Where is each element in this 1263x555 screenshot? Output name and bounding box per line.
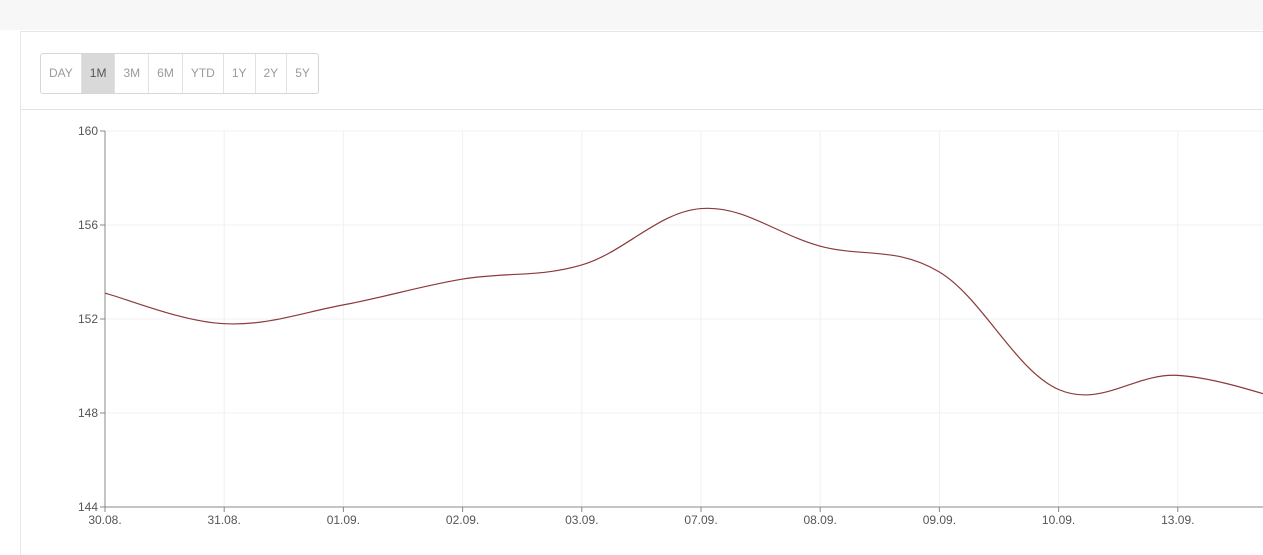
range-button-day[interactable]: DAY bbox=[41, 54, 82, 93]
y-tick-label: 152 bbox=[78, 312, 98, 326]
range-button-1m[interactable]: 1M bbox=[81, 54, 116, 93]
x-tick-label: 09.09. bbox=[923, 513, 956, 527]
y-tick-label: 156 bbox=[78, 218, 98, 232]
range-button-1y[interactable]: 1Y bbox=[224, 54, 256, 93]
x-tick-label: 01.09. bbox=[327, 513, 360, 527]
y-tick-label: 160 bbox=[78, 124, 98, 138]
x-tick-label: 30.08. bbox=[88, 513, 121, 527]
y-tick-label: 148 bbox=[78, 406, 98, 420]
range-button-ytd[interactable]: YTD bbox=[183, 54, 224, 93]
top-band bbox=[0, 0, 1263, 30]
x-tick-label: 10.09. bbox=[1042, 513, 1075, 527]
series-line bbox=[105, 207, 1263, 396]
range-toolbar: DAY 1M 3M 6M YTD 1Y 2Y 5Y bbox=[21, 32, 1263, 110]
range-button-6m[interactable]: 6M bbox=[149, 54, 183, 93]
range-button-5y[interactable]: 5Y bbox=[295, 66, 310, 80]
x-tick-label: 02.09. bbox=[446, 513, 479, 527]
range-button-3m[interactable]: 3M bbox=[115, 54, 150, 93]
x-tick-label: 08.09. bbox=[804, 513, 837, 527]
x-tick-label: 31.08. bbox=[208, 513, 241, 527]
x-tick-label: 03.09. bbox=[565, 513, 598, 527]
y-tick-label: 144 bbox=[78, 500, 98, 514]
range-selector: DAY 1M 3M 6M YTD 1Y 2Y 5Y bbox=[40, 53, 319, 94]
range-button-2y[interactable]: 2Y bbox=[256, 54, 288, 93]
x-tick-label: 07.09. bbox=[684, 513, 717, 527]
x-tick-label: 13.09. bbox=[1161, 513, 1194, 527]
chart-panel: DAY 1M 3M 6M YTD 1Y 2Y 5Y bbox=[20, 31, 1263, 555]
